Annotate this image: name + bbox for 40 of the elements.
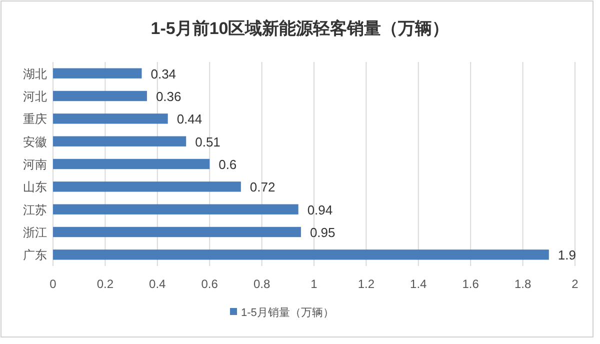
x-tick-label: 1.4 xyxy=(410,277,428,291)
y-tick-label: 河北 xyxy=(23,90,47,104)
bar xyxy=(53,226,301,238)
y-tick-label: 安徽 xyxy=(23,134,47,149)
data-label: 0.34 xyxy=(150,66,176,82)
data-label: 0.44 xyxy=(176,112,202,127)
y-tick-label: 浙江 xyxy=(23,226,47,240)
y-tick-label: 广东 xyxy=(23,248,47,262)
bar xyxy=(53,158,210,170)
bar xyxy=(53,136,186,146)
bar xyxy=(53,182,241,192)
data-label: 0.95 xyxy=(310,225,336,240)
x-tick-label: 0.2 xyxy=(96,277,114,291)
bar xyxy=(53,204,298,214)
data-label: 1.9 xyxy=(558,248,576,263)
x-tick-label: 1.8 xyxy=(514,277,532,291)
x-tick-label: 1.2 xyxy=(358,277,375,291)
data-label: 0.72 xyxy=(250,180,276,195)
x-tick-label: 0.8 xyxy=(253,277,270,291)
x-tick-label: 0 xyxy=(50,277,57,291)
y-tick-label: 河南 xyxy=(23,158,47,172)
y-tick-label: 湖北 xyxy=(23,66,47,81)
bar xyxy=(53,90,147,102)
x-tick-label: 2 xyxy=(572,277,579,291)
x-tick-label: 1.6 xyxy=(462,277,480,291)
chart-title: 1-5月前10区域新能源轻客销量（万辆） xyxy=(150,19,450,38)
legend-label: 1-5月销量（万辆） xyxy=(241,307,334,319)
bar xyxy=(53,250,549,260)
y-tick-label: 重庆 xyxy=(23,112,47,126)
data-label: 0.6 xyxy=(218,157,237,172)
x-tick-label: 1 xyxy=(310,277,318,291)
data-label: 0.36 xyxy=(156,89,182,104)
y-tick-label: 山东 xyxy=(23,180,47,194)
bar xyxy=(53,114,168,124)
data-label: 0.51 xyxy=(195,134,220,150)
data-label: 0.94 xyxy=(307,202,333,218)
x-tick-label: 0.4 xyxy=(149,277,166,291)
x-tick-label: 0.6 xyxy=(201,277,218,291)
y-tick-label: 江苏 xyxy=(23,202,47,217)
bar xyxy=(53,68,142,78)
